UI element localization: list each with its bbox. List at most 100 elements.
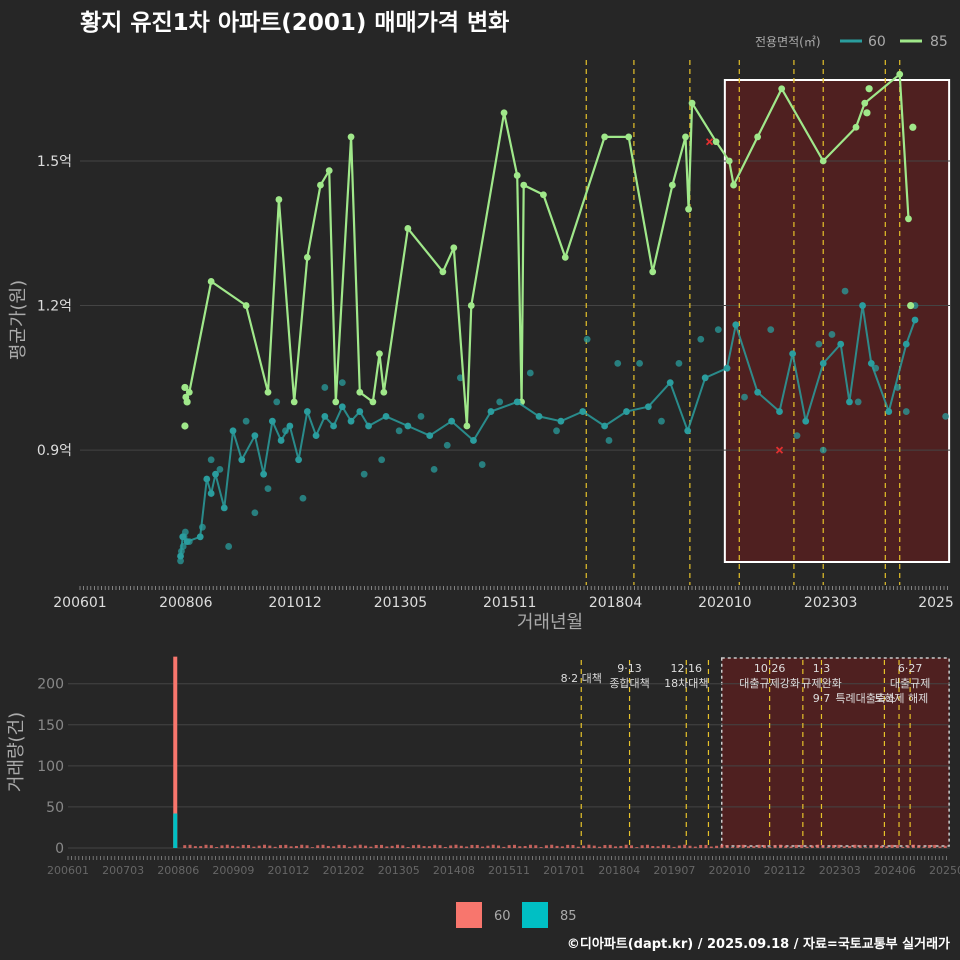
bar-60 xyxy=(693,846,697,848)
bar-60 xyxy=(358,844,362,848)
x-tick-label-bottom: 200909 xyxy=(212,864,254,877)
bar-60 xyxy=(491,844,495,848)
bar-60 xyxy=(826,846,830,848)
point-60 xyxy=(942,412,950,420)
point-85 xyxy=(905,215,912,223)
bar-60 xyxy=(715,845,719,848)
point-60 xyxy=(636,359,643,367)
point-60 xyxy=(837,340,845,348)
point-60 xyxy=(658,417,665,425)
bar-60 xyxy=(933,844,937,848)
bar-60 xyxy=(422,846,426,848)
bar-60 xyxy=(901,846,905,848)
point-60 xyxy=(911,316,919,324)
bar-60 xyxy=(209,845,213,848)
point-60 xyxy=(684,427,692,435)
point-85 xyxy=(183,398,191,406)
point-60 xyxy=(666,379,674,387)
x-tick-label: 202010 xyxy=(698,595,751,611)
bar-60 xyxy=(555,845,559,848)
bar-60 xyxy=(236,846,240,848)
bar-60 xyxy=(800,844,804,848)
policy-annotation: 8·2 대책 xyxy=(561,672,602,685)
point-60 xyxy=(303,408,311,415)
bar-60 xyxy=(257,845,261,848)
bar-60 xyxy=(816,844,820,848)
y-tick-label-bottom: 0 xyxy=(55,841,64,857)
point-60 xyxy=(623,408,630,415)
point-60 xyxy=(220,504,228,512)
bar-60 xyxy=(353,845,357,848)
point-60 xyxy=(330,422,337,430)
point-60 xyxy=(177,557,184,565)
point-60 xyxy=(268,417,276,425)
point-85 xyxy=(181,383,189,392)
point-60 xyxy=(338,379,346,387)
price-chart: 0.9억 1.2억 1.5억 200601 200806 201012 201305 2015… xyxy=(8,60,954,633)
bar-60 xyxy=(672,846,676,848)
bar-60 xyxy=(247,844,251,848)
point-60 xyxy=(614,359,622,367)
bar-60 xyxy=(677,845,681,848)
point-60 xyxy=(487,408,495,415)
point-60 xyxy=(644,403,652,411)
bar-60 xyxy=(417,844,421,848)
bar-60-peak xyxy=(173,656,178,848)
bar-60 xyxy=(188,844,192,848)
point-85 xyxy=(376,350,383,358)
point-85 xyxy=(181,422,189,430)
bar-60 xyxy=(284,844,288,848)
point-60 xyxy=(456,374,464,382)
point-85 xyxy=(852,123,860,131)
point-60 xyxy=(177,552,184,560)
policy-annotation: 12·16 xyxy=(671,662,703,675)
y-tick-label-bottom: 150 xyxy=(37,718,64,734)
y-tick-label: 1.2억 xyxy=(37,299,72,315)
bar-60 xyxy=(528,844,532,848)
x-tick-label: 201511 xyxy=(483,595,536,611)
point-60 xyxy=(212,470,219,478)
bar-85-peak xyxy=(173,813,178,848)
bar-60 xyxy=(199,846,203,848)
point-85 xyxy=(668,181,676,189)
bar-60 xyxy=(560,846,564,848)
bar-60 xyxy=(263,844,267,848)
bar-60 xyxy=(220,845,224,848)
bar-60 xyxy=(789,846,793,848)
point-85 xyxy=(601,133,609,141)
bar-60 xyxy=(443,846,447,848)
x-tick-label-bottom: 200703 xyxy=(102,864,144,877)
bar-60 xyxy=(699,844,703,848)
policy-annotation: 6·27 xyxy=(898,662,923,675)
point-60 xyxy=(846,398,853,406)
point-60 xyxy=(605,437,613,444)
point-85 xyxy=(520,181,528,189)
x-marker xyxy=(705,138,714,146)
point-85 xyxy=(242,302,250,309)
bar-60 xyxy=(294,845,298,848)
bar-60 xyxy=(890,844,894,848)
point-85 xyxy=(907,301,915,310)
point-60 xyxy=(430,465,438,473)
point-60 xyxy=(365,422,372,430)
x-tick-label-bottom: 202406 xyxy=(874,864,916,877)
bar-60 xyxy=(858,845,862,848)
point-60 xyxy=(382,412,390,420)
bar-60 xyxy=(720,844,724,848)
point-60 xyxy=(286,422,294,430)
bar-60 xyxy=(518,846,522,848)
policy-annotation: 1·3 xyxy=(813,662,831,675)
point-85 xyxy=(467,302,475,309)
point-85 xyxy=(332,398,340,406)
x-tick-label-bottom: 200806 xyxy=(157,864,199,877)
point-85 xyxy=(730,181,737,189)
legend-60-label: 60 xyxy=(868,34,886,50)
y-tick-label: 0.9억 xyxy=(37,443,72,459)
bar-60 xyxy=(922,846,926,848)
bar-60 xyxy=(608,844,612,848)
series-line-60 xyxy=(179,305,916,557)
bar-60 xyxy=(619,845,623,848)
point-60 xyxy=(179,533,187,541)
point-85 xyxy=(688,99,696,107)
x-tick-label-bottom: 201511 xyxy=(488,864,530,877)
